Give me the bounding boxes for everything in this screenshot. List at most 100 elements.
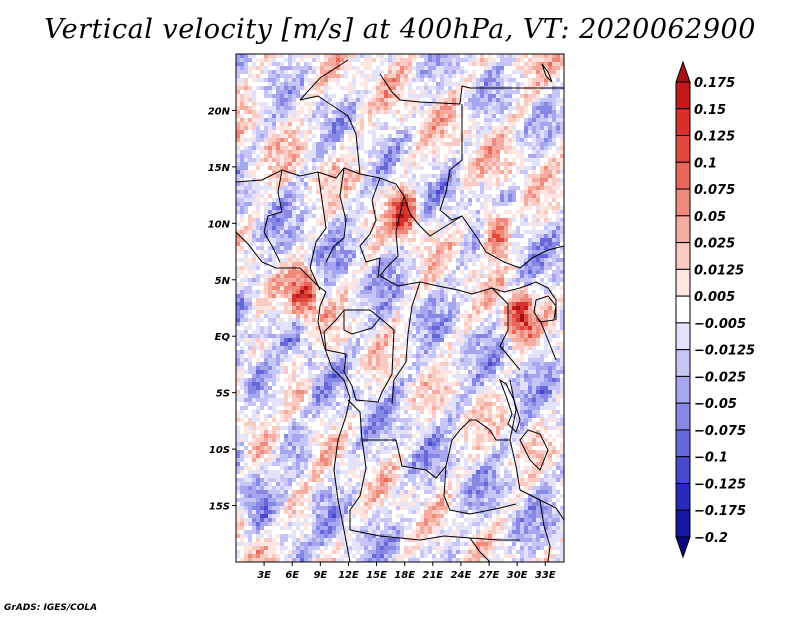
field-cell xyxy=(256,230,260,234)
field-cell xyxy=(424,66,428,70)
field-cell xyxy=(500,182,504,186)
field-cell xyxy=(420,110,424,114)
field-cell xyxy=(536,142,540,146)
field-cell xyxy=(304,166,308,170)
field-cell xyxy=(504,154,508,158)
field-cell xyxy=(360,166,364,170)
field-cell xyxy=(356,174,360,178)
field-cell xyxy=(368,74,372,78)
field-cell xyxy=(296,130,300,134)
field-cell xyxy=(256,154,260,158)
field-cell xyxy=(512,114,516,118)
field-cell xyxy=(244,194,248,198)
field-cell xyxy=(416,258,420,262)
field-cell xyxy=(256,290,260,294)
field-cell xyxy=(552,158,556,162)
field-cell xyxy=(424,226,428,230)
field-cell xyxy=(272,278,276,282)
field-cell xyxy=(484,174,488,178)
field-cell xyxy=(492,194,496,198)
field-cell xyxy=(392,82,396,86)
field-cell xyxy=(360,282,364,286)
field-cell xyxy=(544,286,548,290)
field-cell xyxy=(364,238,368,242)
field-cell xyxy=(320,182,324,186)
field-cell xyxy=(384,194,388,198)
field-cell xyxy=(280,66,284,70)
field-cell xyxy=(252,58,256,62)
field-cell xyxy=(308,78,312,82)
field-cell xyxy=(296,254,300,258)
field-cell xyxy=(280,110,284,114)
field-cell xyxy=(392,54,396,58)
field-cell xyxy=(340,290,344,294)
field-cell xyxy=(404,258,408,262)
field-cell xyxy=(344,198,348,202)
field-cell xyxy=(384,286,388,290)
field-cell xyxy=(408,194,412,198)
field-cell xyxy=(468,238,472,242)
field-cell xyxy=(260,90,264,94)
field-cell xyxy=(324,190,328,194)
field-cell xyxy=(356,194,360,198)
field-cell xyxy=(400,282,404,286)
field-cell xyxy=(448,250,452,254)
field-cell xyxy=(288,182,292,186)
field-cell xyxy=(384,90,388,94)
field-cell xyxy=(452,70,456,74)
field-cell xyxy=(304,58,308,62)
field-cell xyxy=(280,122,284,126)
field-cell xyxy=(328,242,332,246)
field-cell xyxy=(276,230,280,234)
field-cell xyxy=(360,218,364,222)
field-cell xyxy=(396,154,400,158)
field-cell xyxy=(264,166,268,170)
field-cell xyxy=(508,170,512,174)
field-cell xyxy=(408,130,412,134)
field-cell xyxy=(448,186,452,190)
field-cell xyxy=(240,70,244,74)
field-cell xyxy=(512,78,516,82)
field-cell xyxy=(468,174,472,178)
field-cell xyxy=(480,250,484,254)
field-cell xyxy=(412,278,416,282)
field-cell xyxy=(324,114,328,118)
field-cell xyxy=(508,206,512,210)
field-cell xyxy=(400,54,404,58)
field-cell xyxy=(348,286,352,290)
field-cell xyxy=(480,274,484,278)
field-cell xyxy=(396,174,400,178)
field-cell xyxy=(512,274,516,278)
field-cell xyxy=(340,142,344,146)
field-cell xyxy=(552,222,556,226)
field-cell xyxy=(412,166,416,170)
field-cell xyxy=(292,190,296,194)
field-cell xyxy=(472,270,476,274)
field-cell xyxy=(560,194,564,198)
field-cell xyxy=(412,206,416,210)
field-cell xyxy=(436,234,440,238)
field-cell xyxy=(512,170,516,174)
field-cell xyxy=(536,206,540,210)
field-cell xyxy=(260,202,264,206)
field-cell xyxy=(316,266,320,270)
field-cell xyxy=(316,206,320,210)
field-cell xyxy=(328,246,332,250)
field-cell xyxy=(268,54,272,58)
field-cell xyxy=(388,102,392,106)
field-cell xyxy=(540,142,544,146)
field-cell xyxy=(460,226,464,230)
field-cell xyxy=(360,94,364,98)
field-cell xyxy=(416,262,420,266)
field-cell xyxy=(504,54,508,58)
field-cell xyxy=(524,94,528,98)
field-cell xyxy=(320,150,324,154)
field-cell xyxy=(412,294,416,298)
field-cell xyxy=(432,98,436,102)
field-cell xyxy=(420,282,424,286)
field-cell xyxy=(516,214,520,218)
field-cell xyxy=(440,194,444,198)
field-cell xyxy=(484,238,488,242)
field-cell xyxy=(324,166,328,170)
field-cell xyxy=(252,210,256,214)
